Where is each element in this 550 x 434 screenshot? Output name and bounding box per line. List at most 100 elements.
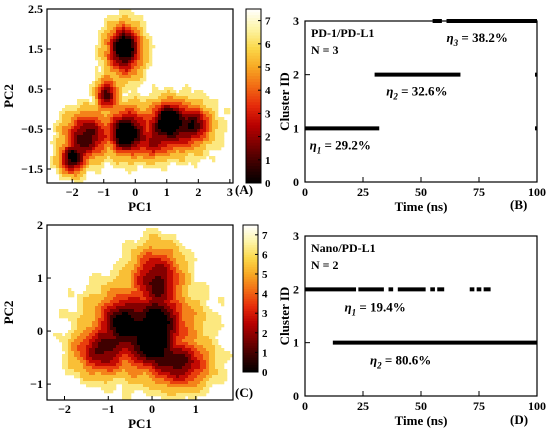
x-tick-label: 100 <box>528 399 546 413</box>
colorbar-swatch <box>243 291 258 294</box>
colorbar-swatch <box>243 310 258 314</box>
colorbar-swatch <box>243 330 258 334</box>
y-tick-label: 2.5 <box>28 2 43 16</box>
colorbar-swatch <box>246 174 261 178</box>
x-axis-label: PC1 <box>128 199 152 214</box>
colorbar-tick-label: 0 <box>262 367 268 379</box>
y-tick-label: 0 <box>37 324 43 338</box>
colorbar-swatch <box>246 11 261 16</box>
y-tick-label: 0.5 <box>28 82 43 96</box>
colorbar-swatch <box>246 177 261 181</box>
colorbar-tick-label: 4 <box>265 85 271 97</box>
colorbar-swatch <box>243 325 258 329</box>
colorbar-swatch <box>246 40 261 45</box>
colorbar-swatch <box>243 274 258 277</box>
colorbar-swatch <box>243 227 258 231</box>
colorbar-swatch <box>243 261 258 265</box>
colorbar-swatch <box>243 234 258 238</box>
colorbar-swatch <box>243 229 258 233</box>
x-tick-label: 1 <box>193 402 199 416</box>
panel-label: (B) <box>510 197 527 212</box>
colorbar-swatch <box>243 303 258 307</box>
colorbar-swatch <box>243 247 258 250</box>
y-tick-label: 2 <box>37 218 43 232</box>
x-tick-label: 3 <box>227 185 233 199</box>
colorbar-swatch <box>246 122 261 126</box>
colorbar-swatch <box>246 110 261 114</box>
colorbar-swatch <box>243 352 258 356</box>
colorbar-swatch <box>243 264 258 268</box>
colorbar-swatch <box>246 87 261 91</box>
x-axis-label: PC1 <box>128 416 152 431</box>
colorbar-swatch <box>246 49 261 53</box>
colorbar-swatch <box>243 305 258 309</box>
y-tick-label: 3 <box>293 14 299 28</box>
colorbar-tick-label: 1 <box>265 155 271 167</box>
x-tick-label: 0 <box>132 185 138 199</box>
colorbar-swatch <box>246 98 261 103</box>
colorbar-swatch <box>246 90 261 94</box>
colorbar-swatch <box>246 142 261 146</box>
y-tick-label: 1 <box>293 121 299 135</box>
colorbar-swatch <box>243 342 258 346</box>
colorbar-swatch <box>243 349 258 353</box>
colorbar-swatch <box>243 225 258 228</box>
fraction-label: η1 = 19.4% <box>344 299 405 317</box>
colorbar-swatch <box>243 357 258 361</box>
colorbar <box>243 225 258 373</box>
colorbar-swatch <box>243 315 258 319</box>
plot-frame <box>304 235 538 397</box>
colorbar-swatch <box>243 244 258 248</box>
y-tick-label: 2 <box>293 68 299 82</box>
colorbar-swatch <box>246 23 261 27</box>
colorbar-swatch <box>243 283 258 287</box>
colorbar-swatch <box>246 67 261 71</box>
x-tick-label: 2 <box>195 185 201 199</box>
colorbar-swatch <box>243 364 258 368</box>
colorbar-swatch <box>246 55 261 59</box>
colorbar-swatch <box>243 354 258 358</box>
colorbar-swatch <box>246 75 261 79</box>
panel-label: (D) <box>510 412 528 427</box>
x-tick-label: 75 <box>473 185 485 199</box>
colorbar-tick-label: 0 <box>265 178 271 190</box>
colorbar-swatch <box>243 300 258 304</box>
colorbar-swatch <box>246 93 261 97</box>
y-axis-label: PC2 <box>1 301 16 325</box>
colorbar-tick-label: 3 <box>262 308 268 320</box>
colorbar-swatch <box>243 362 258 366</box>
colorbar-swatch <box>246 159 261 164</box>
colorbar-swatch <box>243 367 258 370</box>
colorbar-swatch <box>246 78 261 82</box>
colorbar-swatch <box>243 327 258 331</box>
colorbar-swatch <box>243 237 258 241</box>
panel-label: (C) <box>235 385 253 400</box>
colorbar-swatch <box>246 96 261 100</box>
colorbar-swatch <box>243 242 258 245</box>
colorbar-swatch <box>246 154 261 158</box>
colorbar-swatch <box>246 20 261 24</box>
colorbar-tick-label: 6 <box>262 249 268 261</box>
colorbar-tick-label: 4 <box>262 289 268 301</box>
colorbar-swatch <box>243 320 258 324</box>
colorbar-swatch <box>246 58 261 62</box>
colorbar-swatch <box>246 180 261 184</box>
fraction-label: η1 = 29.2% <box>310 137 371 155</box>
colorbar-swatch <box>243 369 258 373</box>
colorbar-swatch <box>246 14 261 19</box>
plot-frame <box>304 20 538 183</box>
colorbar-swatch <box>246 84 261 88</box>
colorbar-swatch <box>246 148 261 152</box>
edge-mark <box>535 126 537 131</box>
colorbar-swatch <box>246 64 261 68</box>
colorbar-swatch <box>246 52 261 56</box>
colorbar-swatch <box>243 256 258 260</box>
y-axis-label: Cluster ID <box>277 72 292 131</box>
colorbar-swatch <box>243 278 258 282</box>
fraction-label: η2 = 32.6% <box>386 84 447 102</box>
colorbar-tick-label: 6 <box>265 39 271 51</box>
colorbar-swatch <box>243 271 258 275</box>
colorbar-swatch <box>246 61 261 65</box>
colorbar-swatch <box>246 125 261 129</box>
